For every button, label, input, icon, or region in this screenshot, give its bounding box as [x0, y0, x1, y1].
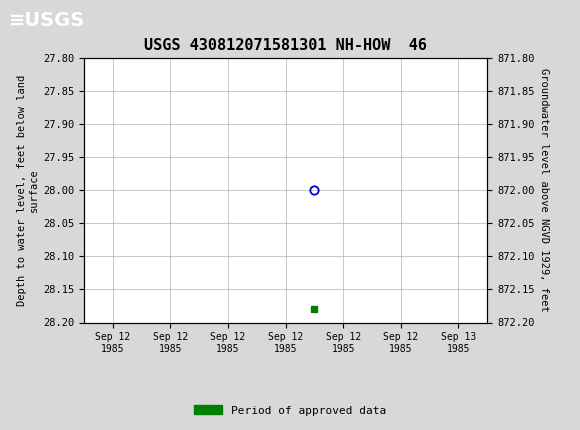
Title: USGS 430812071581301 NH-HOW  46: USGS 430812071581301 NH-HOW 46: [144, 38, 427, 53]
Text: ≡USGS: ≡USGS: [9, 11, 85, 30]
Legend: Period of approved data: Period of approved data: [190, 401, 390, 420]
Y-axis label: Depth to water level, feet below land
surface: Depth to water level, feet below land su…: [17, 75, 39, 306]
Y-axis label: Groundwater level above NGVD 1929, feet: Groundwater level above NGVD 1929, feet: [539, 68, 549, 312]
